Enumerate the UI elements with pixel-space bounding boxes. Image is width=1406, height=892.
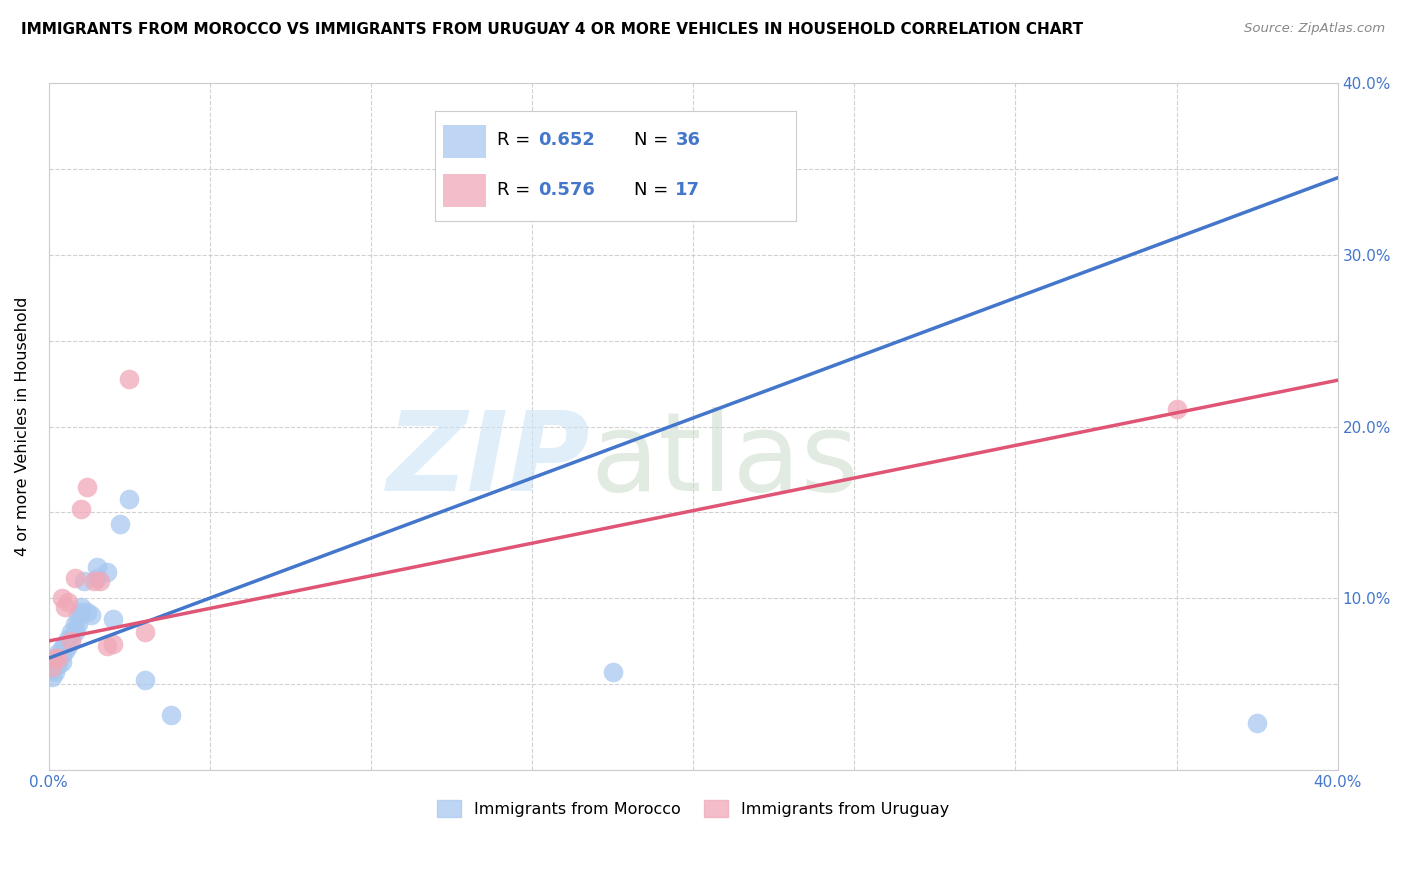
Point (53, 599, 76, 614)
Point (60, 625, 83, 640)
Point (60, 632, 83, 647)
Point (44, 665, 66, 679)
Point (96, 566, 118, 580)
Point (51, 591, 73, 606)
Text: IMMIGRANTS FROM MOROCCO VS IMMIGRANTS FROM URUGUAY 4 OR MORE VEHICLES IN HOUSEHO: IMMIGRANTS FROM MOROCCO VS IMMIGRANTS FR… (21, 22, 1083, 37)
Point (41, 659, 63, 673)
Point (1166, 402, 1188, 417)
Point (56, 632, 79, 647)
Point (56, 594, 79, 608)
Point (103, 612, 125, 626)
Point (51, 655, 73, 669)
Point (86, 570, 108, 584)
Point (76, 480, 98, 494)
Y-axis label: 4 or more Vehicles in Household: 4 or more Vehicles in Household (15, 297, 30, 557)
Point (108, 517, 131, 532)
Point (53, 637, 76, 651)
Point (602, 665, 624, 679)
Point (48, 658, 70, 673)
Point (118, 371, 141, 385)
Text: ZIP: ZIP (387, 408, 591, 515)
Point (51, 648, 73, 662)
Point (44, 655, 66, 669)
Point (63, 570, 86, 584)
Point (134, 625, 156, 640)
Point (73, 574, 96, 588)
Point (70, 502, 93, 516)
Point (1246, 716, 1268, 731)
Point (41, 663, 63, 677)
Point (48, 646, 70, 660)
Point (83, 574, 105, 588)
Point (56, 639, 79, 653)
Point (44, 651, 66, 665)
Point (53, 644, 76, 658)
Point (51, 640, 73, 655)
Point (96, 639, 118, 653)
Point (48, 651, 70, 665)
Point (48, 653, 70, 667)
Point (63, 625, 86, 640)
Point (66, 616, 89, 631)
Point (79, 608, 101, 623)
Point (66, 608, 89, 623)
Point (70, 605, 93, 619)
Text: Source: ZipAtlas.com: Source: ZipAtlas.com (1244, 22, 1385, 36)
Point (160, 707, 183, 722)
Point (41, 670, 63, 684)
Point (44, 659, 66, 673)
Text: atlas: atlas (591, 408, 859, 515)
Point (103, 637, 125, 651)
Point (70, 599, 93, 614)
Point (134, 673, 156, 688)
Point (86, 560, 108, 574)
Point (89, 574, 111, 588)
Point (76, 605, 98, 619)
Point (60, 634, 83, 648)
Point (63, 616, 86, 631)
Point (118, 491, 141, 506)
Legend: Immigrants from Morocco, Immigrants from Uruguay: Immigrants from Morocco, Immigrants from… (430, 794, 956, 823)
